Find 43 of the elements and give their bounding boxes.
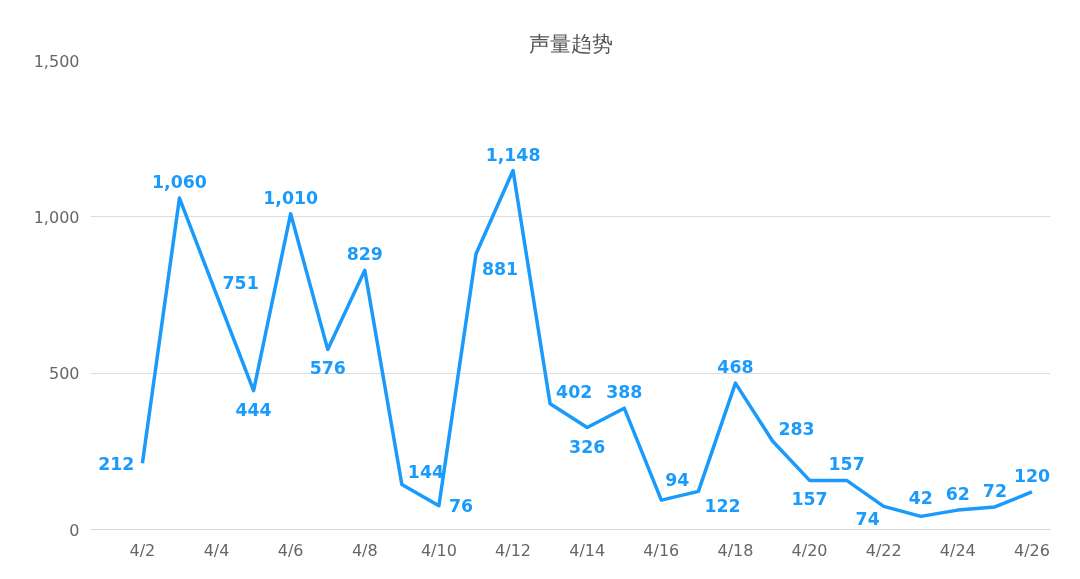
data-label: 751: [222, 272, 259, 293]
data-label: 94: [665, 470, 690, 491]
data-label: 388: [606, 382, 643, 403]
x-tick-label: 4/2: [129, 540, 156, 560]
y-tick-label: 0: [69, 520, 80, 540]
data-label: 283: [778, 419, 815, 440]
data-label: 1,148: [485, 144, 541, 165]
data-label: 326: [569, 436, 606, 457]
data-label: 62: [945, 484, 970, 505]
data-label: 212: [98, 453, 135, 474]
x-tick-label: 4/20: [791, 540, 828, 560]
data-label: 444: [235, 399, 272, 420]
x-tick-label: 4/12: [495, 540, 532, 560]
data-label: 122: [704, 496, 741, 517]
x-tick-label: 4/22: [865, 540, 902, 560]
data-label: 1,060: [152, 172, 207, 193]
x-tick-label: 4/26: [1014, 540, 1050, 560]
data-label: 1,010: [263, 187, 319, 208]
x-tick-label: 4/10: [420, 540, 457, 560]
data-label: 72: [982, 480, 1007, 501]
data-label: 881: [481, 259, 519, 280]
y-tick-label: 1,500: [33, 51, 80, 71]
x-tick-label: 4/16: [643, 540, 680, 560]
chart-title: 声量趋势: [528, 30, 613, 56]
x-tick-label: 4/8: [351, 540, 378, 560]
x-tick-label: 4/18: [717, 540, 754, 560]
data-label: 402: [556, 381, 593, 402]
y-tick-label: 500: [48, 364, 80, 384]
data-label: 120: [1013, 465, 1051, 486]
x-tick-label: 4/14: [569, 540, 606, 560]
data-label: 829: [346, 244, 383, 265]
y-tick-label: 1,000: [33, 207, 80, 227]
data-label: 157: [828, 454, 865, 475]
data-label: 42: [908, 488, 933, 509]
data-label: 74: [855, 509, 880, 530]
x-tick-label: 4/24: [939, 540, 976, 560]
data-label: 468: [717, 357, 754, 378]
x-tick-label: 4/4: [203, 540, 230, 560]
data-label: 144: [407, 462, 445, 483]
data-label: 576: [309, 358, 346, 379]
data-label: 157: [791, 489, 828, 510]
data-label: 76: [448, 496, 474, 517]
x-tick-label: 4/6: [277, 540, 304, 560]
